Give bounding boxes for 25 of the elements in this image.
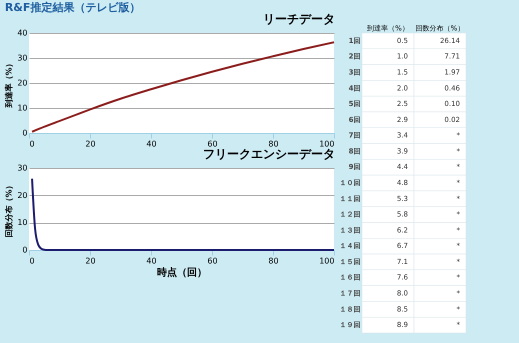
x-axis-title: 時点（回） [157, 266, 207, 278]
x-tick-label: 100 [319, 140, 334, 148]
y-tick-label: 20 [17, 78, 28, 88]
y-tick-label: 0 [22, 246, 28, 254]
x-tick-label: 0 [30, 256, 35, 266]
text: R&F推定結果（テレビ版） [4, 1, 140, 14]
x-tick-label: 20 [85, 256, 96, 266]
chart-title: フリークエンシーデータ [203, 147, 335, 161]
x-tick-label: 80 [268, 140, 279, 148]
x-tick-label: 0 [30, 140, 35, 148]
x-tick-label: 100 [319, 256, 334, 266]
y-tick-label: 10 [17, 104, 28, 112]
y-tick-label: 30 [17, 164, 28, 172]
x-tick-label: 20 [85, 140, 96, 148]
y-tick-label: 20 [17, 190, 28, 200]
x-tick-label: 40 [146, 140, 157, 148]
x-tick-label: 60 [207, 140, 218, 148]
y-tick-label: 10 [17, 218, 28, 228]
chart-title: リーチデータ [263, 12, 335, 26]
x-tick-label: 40 [146, 256, 157, 266]
y-tick-label: 0 [22, 128, 28, 138]
y-axis-title: 到達率（%） [3, 59, 14, 109]
x-tick-label: 60 [207, 256, 218, 266]
x-tick-label: 80 [268, 256, 279, 266]
y-tick-label: 30 [17, 54, 28, 62]
